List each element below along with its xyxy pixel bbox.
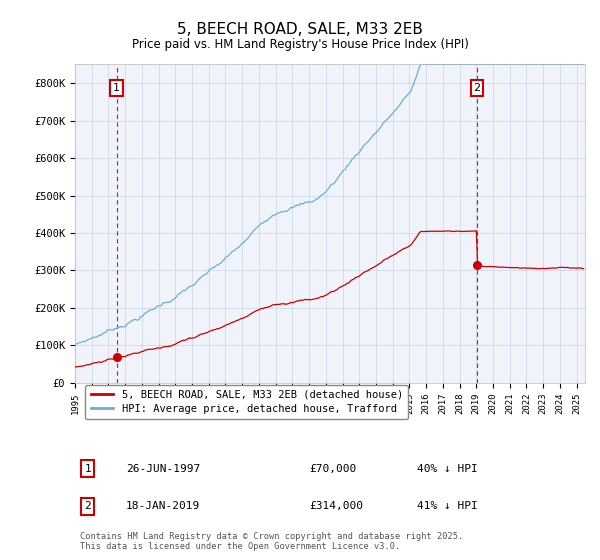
Text: 1: 1 [113,83,120,93]
Text: 40% ↓ HPI: 40% ↓ HPI [417,464,478,474]
Text: 2: 2 [85,501,91,511]
Text: 18-JAN-2019: 18-JAN-2019 [126,501,200,511]
Text: Contains HM Land Registry data © Crown copyright and database right 2025.
This d: Contains HM Land Registry data © Crown c… [80,531,463,551]
Text: Price paid vs. HM Land Registry's House Price Index (HPI): Price paid vs. HM Land Registry's House … [131,38,469,50]
Text: 1: 1 [85,464,91,474]
Legend: 5, BEECH ROAD, SALE, M33 2EB (detached house), HPI: Average price, detached hous: 5, BEECH ROAD, SALE, M33 2EB (detached h… [85,385,408,419]
Text: 5, BEECH ROAD, SALE, M33 2EB: 5, BEECH ROAD, SALE, M33 2EB [177,22,423,38]
Text: 2: 2 [473,83,481,93]
Text: £70,000: £70,000 [310,464,357,474]
Text: 41% ↓ HPI: 41% ↓ HPI [417,501,478,511]
Text: £314,000: £314,000 [310,501,364,511]
Text: 26-JUN-1997: 26-JUN-1997 [126,464,200,474]
